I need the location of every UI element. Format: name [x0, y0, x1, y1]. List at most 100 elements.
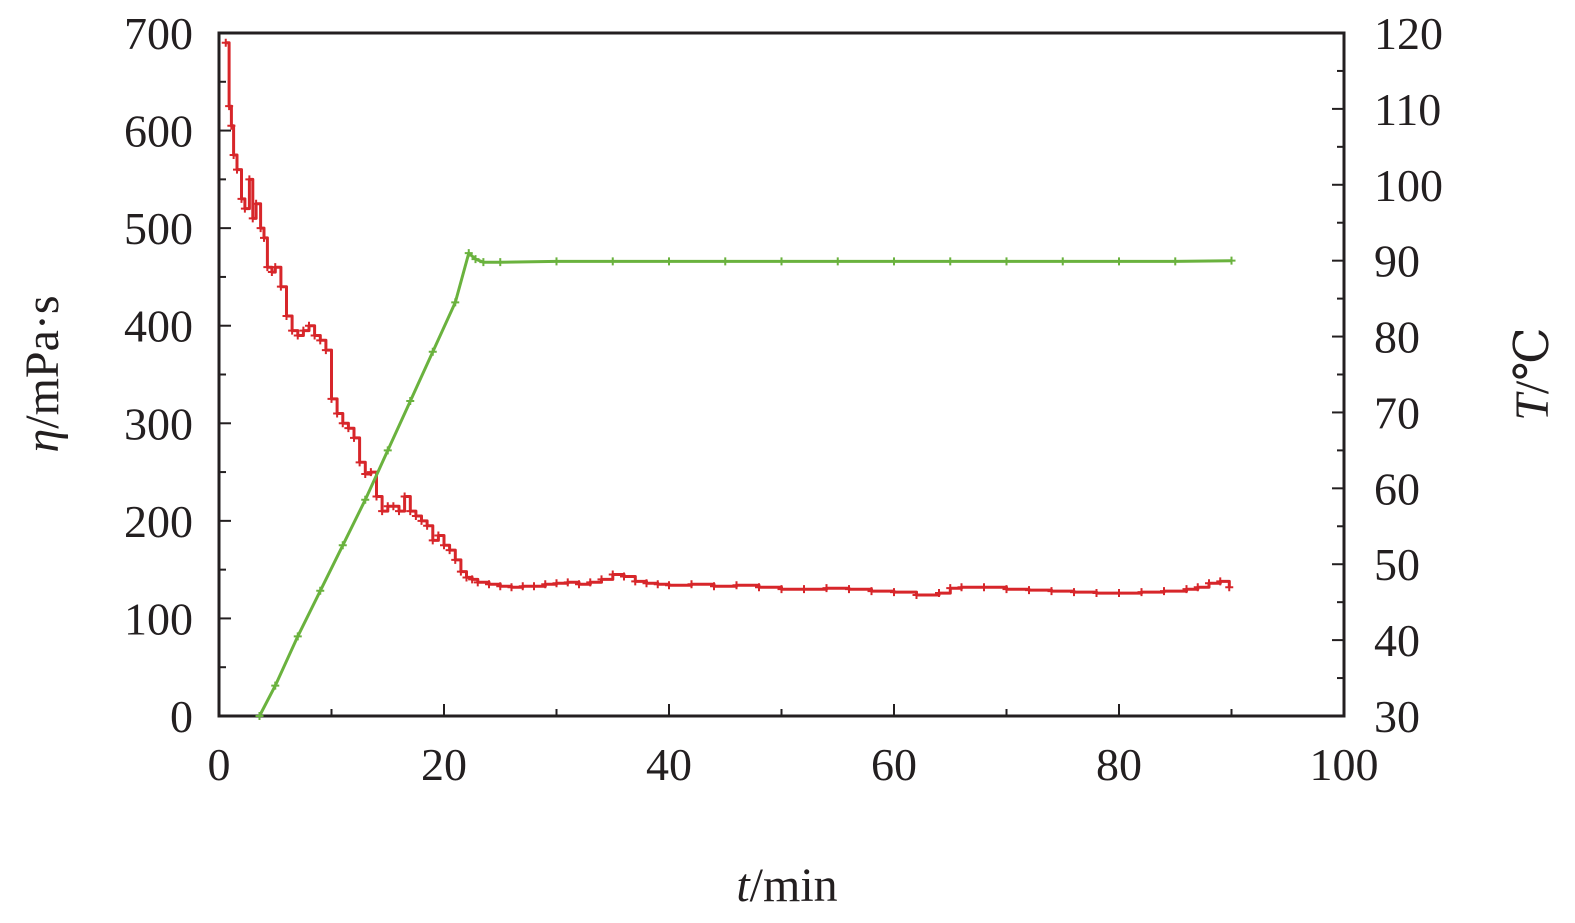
data-point — [229, 150, 238, 159]
data-point — [777, 585, 786, 594]
data-point — [468, 575, 477, 584]
data-point — [1092, 589, 1101, 598]
data-point — [267, 268, 276, 277]
y-left-tick-label: 300 — [124, 398, 193, 449]
data-point — [263, 263, 272, 272]
data-point — [687, 580, 696, 589]
y-right-tick-label: 40 — [1374, 615, 1420, 666]
plot-border — [217, 31, 1346, 718]
data-point — [282, 311, 291, 320]
data-point — [890, 257, 898, 266]
data-point — [428, 536, 437, 545]
x-axis-ticks: 0 20 40 60 80 100 — [208, 704, 1379, 790]
y-right-tick-label: 100 — [1374, 160, 1443, 211]
data-point — [338, 419, 347, 428]
y-right-axis-title-variable: T — [1506, 391, 1559, 421]
data-point — [710, 582, 718, 591]
data-point — [400, 492, 409, 501]
data-point — [338, 541, 347, 550]
data-point — [473, 578, 482, 587]
plot-frame — [217, 31, 1346, 718]
data-point — [1058, 257, 1067, 266]
data-point — [276, 282, 285, 291]
data-point — [221, 38, 230, 47]
data-point — [344, 424, 353, 433]
x-axis-title-variable: t — [736, 859, 751, 912]
data-point — [1070, 588, 1078, 597]
data-point — [451, 298, 460, 307]
data-point — [233, 165, 241, 174]
data-point — [1160, 587, 1168, 596]
y-right-tick-label: 30 — [1374, 691, 1420, 742]
data-point — [372, 492, 381, 501]
data-point — [1225, 583, 1234, 592]
data-point — [800, 585, 808, 594]
data-point — [310, 331, 319, 340]
y-left-axis-title-variable: η — [16, 429, 69, 453]
data-point — [271, 681, 280, 690]
x-tick-label: 0 — [208, 739, 231, 790]
y-left-tick-label: 200 — [124, 496, 193, 547]
series-line — [225, 41, 1231, 597]
data-point — [240, 204, 249, 213]
data-point — [293, 331, 302, 340]
data-point — [361, 495, 370, 504]
data-point — [406, 397, 415, 406]
data-point — [271, 263, 280, 272]
x-tick-label: 40 — [646, 739, 692, 790]
data-point — [471, 255, 480, 264]
data-point — [406, 507, 415, 516]
data-point — [1171, 257, 1180, 266]
y-left-tick-label: 400 — [124, 301, 193, 352]
data-point — [350, 433, 358, 442]
data-point — [440, 541, 448, 550]
data-point — [912, 591, 921, 600]
data-point — [507, 583, 516, 592]
data-point — [586, 578, 595, 587]
data-point — [867, 587, 876, 596]
data-point — [496, 258, 505, 267]
data-point — [1137, 588, 1146, 597]
x-axis-title-unit: /min — [750, 859, 838, 912]
data-point — [383, 446, 392, 455]
data-point — [378, 507, 387, 516]
data-point — [755, 583, 763, 592]
data-point — [833, 257, 842, 266]
data-point — [946, 257, 955, 266]
series-right-axis — [255, 249, 1236, 720]
data-point — [434, 531, 443, 540]
data-point — [732, 581, 741, 590]
data-point — [957, 583, 966, 592]
data-point — [225, 102, 234, 111]
x-tick-label: 60 — [871, 739, 917, 790]
data-point — [563, 578, 572, 587]
data-point — [245, 175, 254, 184]
data-point — [227, 121, 236, 130]
y-right-tick-label: 110 — [1374, 84, 1441, 135]
y-right-axis-title: T/℃ — [1506, 327, 1559, 421]
data-point — [428, 347, 437, 356]
data-point — [451, 555, 460, 564]
data-point — [361, 470, 370, 479]
data-point — [631, 577, 640, 586]
data-point — [260, 233, 268, 242]
x-tick-label: 80 — [1096, 739, 1142, 790]
y-right-tick-label: 50 — [1374, 539, 1420, 590]
data-point — [935, 589, 943, 598]
y-left-axis-title: η/mPa·s — [16, 295, 69, 452]
data-point — [1227, 256, 1236, 265]
y-left-tick-label: 600 — [124, 106, 193, 157]
y-left-tick-label: 500 — [124, 203, 193, 254]
series-line — [258, 251, 1232, 717]
data-point — [389, 502, 398, 511]
series-layer — [221, 38, 1236, 720]
y-right-tick-label: 70 — [1374, 387, 1420, 438]
data-point — [608, 570, 617, 579]
y-left-tick-label: 100 — [124, 593, 193, 644]
data-point — [1047, 587, 1056, 596]
data-point — [423, 521, 432, 530]
data-point — [1002, 257, 1011, 266]
data-point — [464, 249, 473, 258]
data-point — [597, 575, 606, 584]
data-point — [333, 409, 342, 418]
